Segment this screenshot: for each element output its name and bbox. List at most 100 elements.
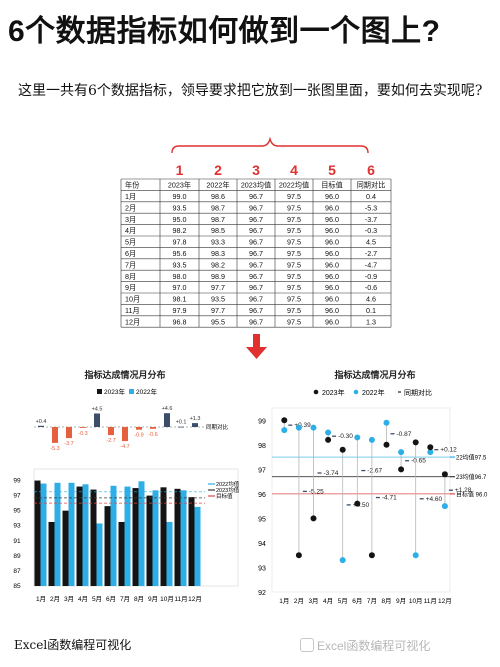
point-2022: [281, 427, 288, 434]
red-arrow-shaft: [253, 334, 260, 348]
bar-2022: [96, 523, 103, 586]
table-cell: 97.5: [287, 272, 301, 281]
right-xtick-label: 9月: [396, 597, 406, 605]
diff-label: -0.3: [78, 431, 87, 437]
table-cell: 10月: [125, 295, 140, 304]
right-diff-label: -5.25: [309, 488, 324, 495]
left-xtick-label: 2月: [50, 595, 60, 603]
bar-2022: [54, 482, 61, 586]
right-ytick-label: 98: [258, 443, 266, 450]
point-2022: [295, 424, 302, 431]
right-diff-label: -2.67: [367, 468, 382, 475]
table-cell: 97.7: [211, 306, 225, 315]
table-cell: 97.8: [173, 238, 187, 247]
table-cell: 5月: [125, 238, 136, 247]
red-arrow-head: [246, 347, 267, 359]
table-cell: 6月: [125, 249, 136, 258]
bar-2023: [34, 480, 41, 586]
table-cell: -5.3: [365, 203, 377, 212]
point-2022: [383, 419, 390, 426]
table-cell: 96.7: [249, 317, 263, 326]
table-cell: 98.1: [173, 295, 187, 304]
table-cell: 96.0: [325, 215, 339, 224]
table-cell: 99.0: [173, 192, 187, 201]
table-cell: 97.5: [287, 226, 301, 235]
bar-2022: [40, 483, 47, 586]
legend-swatch-2023: [97, 389, 102, 394]
table-cell: 96.7: [249, 249, 263, 258]
diff-bar: [80, 427, 86, 428]
table-cell: 4月: [125, 226, 136, 235]
right-xtick-label: 6月: [352, 597, 362, 605]
table-cell: 96.7: [249, 295, 263, 304]
diff-bar: [108, 427, 114, 436]
watermark: Excel函数编程可视化: [300, 637, 430, 654]
legend-label-2022-right: 2022年: [362, 388, 385, 397]
table-cell: 96.0: [325, 272, 339, 281]
table-cell: 4.5: [366, 238, 376, 247]
bar-2022: [138, 481, 145, 586]
point-2022: [412, 552, 419, 559]
left-xtick-label: 11月: [174, 595, 187, 603]
table-cell: -3.7: [365, 215, 377, 224]
left-xtick-label: 7月: [120, 595, 130, 603]
left-xtick-label: 1月: [36, 595, 46, 603]
table-cell: 96.7: [249, 192, 263, 201]
table-cell: 2月: [125, 203, 136, 212]
table-cell: 93.5: [173, 203, 187, 212]
table-cell: 98.9: [211, 272, 225, 281]
table-cell: 97.5: [287, 306, 301, 315]
table-cell: 0.4: [366, 192, 376, 201]
table-cell: 98.6: [211, 192, 225, 201]
table-cell: 98.7: [211, 203, 225, 212]
bar-2023: [62, 510, 69, 586]
table-cell: 96.0: [325, 260, 339, 269]
point-2022: [339, 557, 346, 564]
point-2023: [412, 439, 419, 446]
diff-label: +4.6: [162, 406, 173, 412]
table-cell: 95.0: [173, 215, 187, 224]
right-ref-label: 目标值 96.0: [456, 490, 488, 498]
table-header-cell: 目标值: [321, 181, 343, 190]
table-cell: 98.0: [173, 272, 187, 281]
right-ref-label: 22均值97.5: [456, 454, 487, 462]
point-2022: [441, 503, 448, 510]
diff-bar: [122, 427, 128, 442]
diff-label: -4.7: [120, 444, 129, 450]
left-ytick-label: 89: [13, 553, 21, 560]
bar-2023: [160, 487, 167, 586]
table-cell: 12月: [125, 317, 140, 326]
footer-text: Excel函数编程可视化: [14, 638, 132, 652]
ref-legend-label: 2023均值: [216, 486, 240, 494]
diff-bar: [136, 427, 142, 430]
table-cell: 11月: [125, 306, 140, 315]
column-number: 6: [367, 162, 375, 178]
diff-label: +0.1: [176, 420, 187, 426]
column-number: 3: [252, 162, 260, 178]
table-header-cell: 2022年: [206, 181, 229, 190]
right-diff-label: -3.74: [324, 470, 339, 477]
right-xtick-label: 7月: [367, 597, 377, 605]
point-2023: [310, 515, 317, 522]
table-cell: 93.5: [211, 295, 225, 304]
right-xtick-label: 4月: [323, 597, 333, 605]
table-cell: 97.5: [287, 249, 301, 258]
table-cell: 96.0: [325, 192, 339, 201]
right-xtick-label: 1月: [279, 597, 289, 605]
left-ytick-label: 91: [13, 538, 21, 545]
point-2022: [325, 429, 332, 436]
point-2023: [281, 417, 288, 424]
table-cell: 96.0: [325, 226, 339, 235]
bar-2023: [118, 521, 125, 586]
table-cell: 96.7: [249, 238, 263, 247]
legend-label-diff-right: 同期对比: [404, 388, 432, 397]
bar-2022: [166, 521, 173, 586]
diff-label: -2.7: [106, 438, 115, 444]
right-ytick-label: 94: [258, 541, 266, 548]
diff-legend-label: 同期对比: [206, 423, 229, 431]
point-2022: [427, 449, 434, 456]
table-cell: 96.0: [325, 238, 339, 247]
left-xtick-label: 4月: [78, 595, 88, 603]
diff-label: -0.9: [134, 433, 143, 439]
bar-2022: [194, 506, 201, 586]
